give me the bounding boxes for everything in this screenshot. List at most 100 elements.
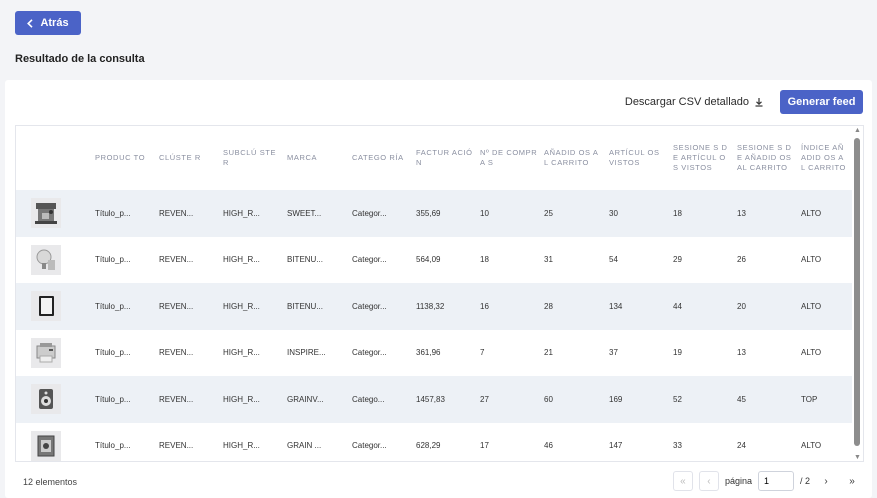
table-row[interactable]: Título_p... REVEN... HIGH_R... GRAINV... Cat…: [16, 376, 854, 423]
table-cell: 60: [544, 376, 609, 423]
page-label: página: [725, 476, 752, 486]
table-cell: Título_p...: [95, 423, 159, 463]
table-cell: Categor...: [352, 190, 416, 237]
scroll-up-icon[interactable]: ▲: [854, 127, 861, 134]
table-cell: BITENU...: [287, 237, 352, 284]
next-page-icon[interactable]: ›: [816, 471, 836, 491]
product-image-cell: [16, 283, 95, 330]
page-number-input[interactable]: [758, 471, 794, 491]
speaker-icon: [31, 384, 61, 414]
table-cell: 147: [609, 423, 673, 463]
table-cell: HIGH_R...: [223, 237, 287, 284]
first-page-icon[interactable]: «: [673, 471, 693, 491]
table-cell: REVEN...: [159, 190, 223, 237]
table-cell: REVEN...: [159, 283, 223, 330]
scroll-down-icon[interactable]: ▼: [854, 454, 861, 461]
table-cell: 25: [544, 190, 609, 237]
table-cell: 1457,83: [416, 376, 480, 423]
table-cell: HIGH_R...: [223, 376, 287, 423]
table-cell: SWEET...: [287, 190, 352, 237]
table-cell: 13: [737, 190, 801, 237]
column-header: ÍNDICE AÑADID OS AL CARRITO: [801, 126, 854, 190]
table-cell: 45: [737, 376, 801, 423]
total-pages: / 2: [800, 476, 810, 486]
table-cell: 29: [673, 237, 737, 284]
table-row[interactable]: Título_p... REVEN... HIGH_R... SWEET... Cate…: [16, 190, 854, 237]
product-image-cell: [16, 376, 95, 423]
back-button[interactable]: Atrás: [15, 11, 81, 35]
table-cell: Categor...: [352, 330, 416, 377]
pagination: « ‹ página / 2 › »: [673, 471, 862, 491]
product-image-cell: [16, 190, 95, 237]
table-cell: 355,69: [416, 190, 480, 237]
table-cell: REVEN...: [159, 376, 223, 423]
table-cell: HIGH_R...: [223, 330, 287, 377]
table-cell: 20: [737, 283, 801, 330]
last-page-icon[interactable]: »: [842, 471, 862, 491]
generate-feed-button[interactable]: Generar feed: [780, 90, 863, 114]
table-cell: Título_p...: [95, 190, 159, 237]
table-cell: HIGH_R...: [223, 283, 287, 330]
printer-icon: [31, 338, 61, 368]
table-cell: 21: [544, 330, 609, 377]
table-cell: 54: [609, 237, 673, 284]
table-cell: 28: [544, 283, 609, 330]
table-cell: INSPIRE...: [287, 330, 352, 377]
table-cell: 7: [480, 330, 544, 377]
prev-page-icon[interactable]: ‹: [699, 471, 719, 491]
table-cell: Título_p...: [95, 283, 159, 330]
table-cell: 33: [673, 423, 737, 463]
table-row[interactable]: Título_p... REVEN... HIGH_R... BITENU... Cat…: [16, 283, 854, 330]
table-cell: 52: [673, 376, 737, 423]
table-row[interactable]: Título_p... REVEN... HIGH_R... GRAIN ... Cat…: [16, 423, 854, 463]
table-cell: 30: [609, 190, 673, 237]
results-card: Descargar CSV detallado Generar feed PRO…: [5, 80, 872, 498]
table-cell: BITENU...: [287, 283, 352, 330]
coffee-machine-icon: [31, 198, 61, 228]
table-cell: 1138,32: [416, 283, 480, 330]
download-csv-link[interactable]: Descargar CSV detallado: [625, 96, 764, 108]
table-cell: 18: [673, 190, 737, 237]
product-image-cell: [16, 237, 95, 284]
product-image-cell: [16, 330, 95, 377]
table-cell: 13: [737, 330, 801, 377]
column-header: AÑADID OS AL CARRITO: [544, 126, 609, 190]
table-cell: Categor...: [352, 283, 416, 330]
download-icon: [754, 97, 764, 107]
column-header: CATEGO RÍA: [352, 126, 416, 190]
table-row[interactable]: Título_p... REVEN... HIGH_R... INSPIRE... Ca…: [16, 330, 854, 377]
page-title: Resultado de la consulta: [15, 53, 145, 65]
table-cell: ALTO: [801, 423, 854, 463]
table-cell: 361,96: [416, 330, 480, 377]
table-cell: 17: [480, 423, 544, 463]
table-header-row: PRODUC TO CLÚSTE R SUBCLÚ STER MARCA CATEGO …: [16, 126, 854, 190]
column-header: SUBCLÚ STER: [223, 126, 287, 190]
table-cell: 16: [480, 283, 544, 330]
column-header: FACTUR ACIÓN: [416, 126, 480, 190]
scroll-thumb[interactable]: [854, 138, 860, 446]
lamp-icon: [31, 245, 61, 275]
column-header: MARCA: [287, 126, 352, 190]
table-cell: 19: [673, 330, 737, 377]
table-cell: 18: [480, 237, 544, 284]
table-cell: HIGH_R...: [223, 190, 287, 237]
results-table: PRODUC TO CLÚSTE R SUBCLÚ STER MARCA CATEGO …: [16, 126, 854, 462]
table-row[interactable]: Título_p... REVEN... HIGH_R... BITENU... Cat…: [16, 237, 854, 284]
table-cell: 44: [673, 283, 737, 330]
table-cell: 628,29: [416, 423, 480, 463]
column-header: [16, 126, 95, 190]
results-table-container: PRODUC TO CLÚSTE R SUBCLÚ STER MARCA CATEGO …: [15, 125, 864, 462]
table-cell: 10: [480, 190, 544, 237]
table-cell: REVEN...: [159, 330, 223, 377]
table-cell: Título_p...: [95, 330, 159, 377]
table-cell: GRAINV...: [287, 376, 352, 423]
table-cell: Título_p...: [95, 237, 159, 284]
table-cell: 169: [609, 376, 673, 423]
table-scrollbar[interactable]: ▲ ▼: [852, 126, 863, 461]
column-header: ARTÍCUL OS VISTOS: [609, 126, 673, 190]
table-cell: ALTO: [801, 283, 854, 330]
item-count: 12 elementos: [23, 477, 77, 487]
column-header: SESIONE S DE AÑADID OS AL CARRITO: [737, 126, 801, 190]
back-button-label: Atrás: [40, 17, 68, 29]
table-cell: 46: [544, 423, 609, 463]
